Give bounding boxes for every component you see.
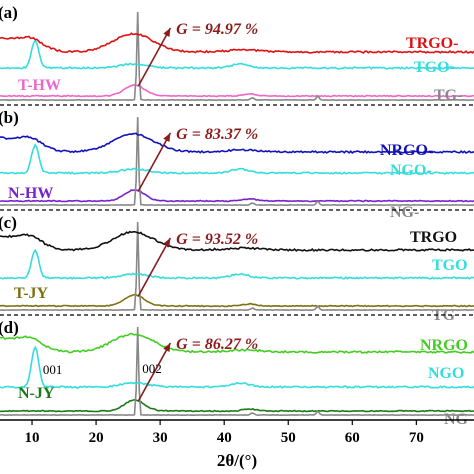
series-line-t-jy — [0, 293, 474, 308]
series-label-tg-hw: TG- — [434, 87, 462, 104]
series-line-n-hw — [0, 189, 474, 203]
panel-label-c: (c) — [0, 213, 17, 232]
series-line-nrgo-hw — [0, 132, 474, 154]
series-line-n-jy — [0, 398, 474, 413]
x-tick-label: 50 — [281, 430, 296, 446]
series-label-nrgo-hw: NRGO- — [380, 142, 433, 159]
series-label-ngo-hw: NGO- — [390, 162, 432, 179]
x-tick-label: 60 — [345, 430, 360, 446]
graphitization-label-c: G = 93.52 % — [176, 231, 258, 248]
series-label-trgo-hw: TRGO- — [406, 35, 458, 52]
series-label-tgo-jy: TGO — [432, 257, 468, 274]
series-line-tg-hw — [0, 11, 474, 102]
series-label-nrgo-jy: NRGO — [420, 337, 468, 354]
x-tick-label: 10 — [25, 430, 40, 446]
series-line-nrgo-jy — [0, 332, 474, 354]
series-line-tg-jy — [0, 222, 474, 312]
series-label-t-jy: T-JY — [14, 285, 49, 302]
series-label-ng-hw: NG- — [390, 204, 419, 221]
x-axis-label: 2θ/(°) — [217, 451, 257, 470]
series-line-ngo-hw — [0, 143, 474, 175]
graphitization-arrowhead — [163, 343, 171, 352]
graphitization-arrow — [137, 132, 172, 192]
graphitization-arrowhead — [163, 28, 171, 37]
graphitization-arrow — [137, 27, 172, 87]
series-line-trgo-jy — [0, 230, 474, 252]
series-label-n-hw: N-HW — [8, 185, 53, 202]
panel-label-a: (a) — [0, 3, 18, 22]
graphitization-arrowhead — [163, 238, 171, 247]
series-label-tgo-hw: TGO- — [414, 59, 455, 76]
series-line-tgo-jy — [0, 248, 474, 280]
series-line-trgo-hw — [0, 32, 474, 54]
peak-label-002: 002 — [142, 361, 162, 376]
series-line-ng-hw — [0, 116, 474, 207]
series-line-ng-jy — [0, 326, 474, 417]
graphitization-arrow — [137, 237, 172, 297]
x-tick-label: 30 — [153, 430, 168, 446]
graphitization-arrow — [137, 342, 172, 402]
series-label-t-hw: T-HW — [18, 77, 61, 94]
panel-label-b: (b) — [0, 108, 19, 127]
series-label-ngo-jy: NGO — [428, 365, 464, 382]
graphitization-arrowhead — [163, 133, 171, 142]
x-tick-label: 20 — [89, 430, 104, 446]
series-line-t-hw — [0, 83, 474, 98]
series-label-trgo-jy: TRGO — [410, 229, 457, 246]
graphitization-label-b: G = 83.37 % — [176, 126, 258, 143]
peak-label-001: 001 — [43, 362, 63, 377]
series-line-ngo-jy — [0, 345, 474, 389]
graphitization-label-a: G = 94.97 % — [176, 21, 258, 38]
x-tick-label: 40 — [217, 430, 232, 446]
series-line-tgo-hw — [0, 39, 474, 70]
panel-label-d: (d) — [0, 318, 19, 337]
series-label-n-jy: N-JY — [18, 385, 55, 402]
graphitization-label-d: G = 86.27 % — [176, 336, 258, 353]
x-tick-label: 70 — [409, 430, 424, 446]
